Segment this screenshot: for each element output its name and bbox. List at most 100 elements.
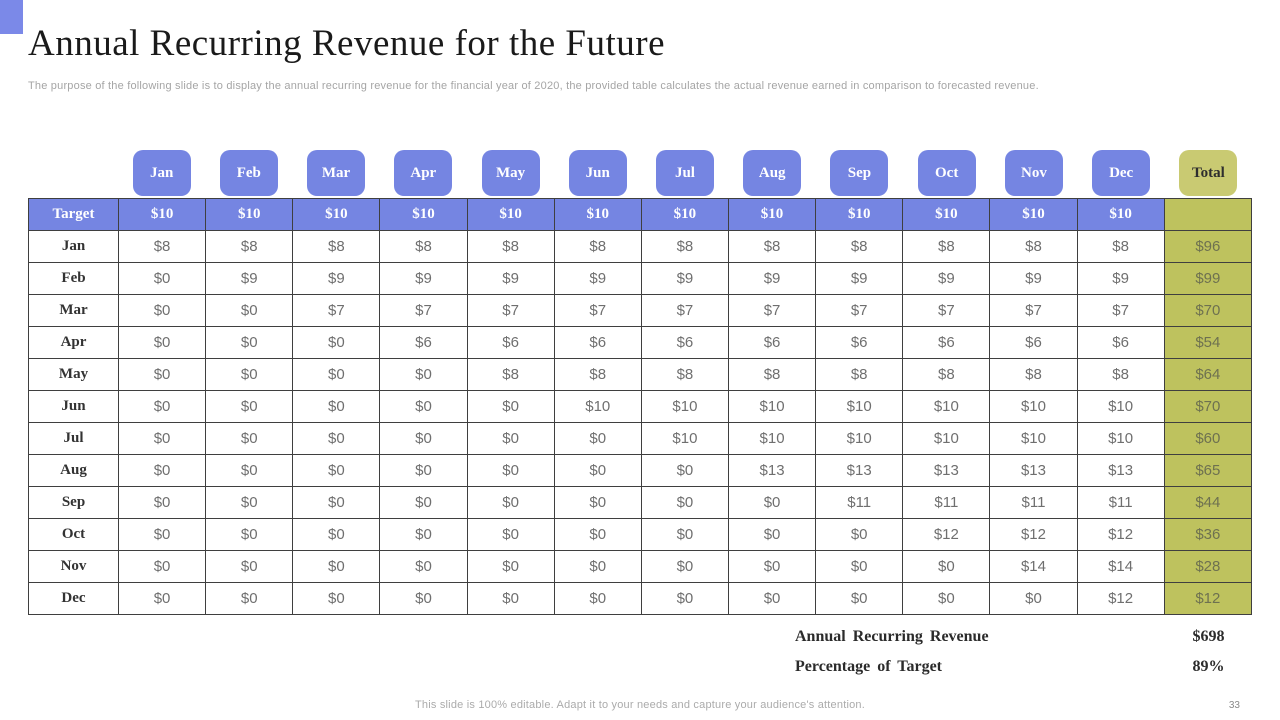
footer-note: This slide is 100% editable. Adapt it to… xyxy=(415,699,865,711)
revenue-cell: $10 xyxy=(989,390,1078,423)
revenue-cell: $0 xyxy=(466,422,555,455)
revenue-cell: $11 xyxy=(815,486,904,519)
row-total-cell: $65 xyxy=(1163,454,1253,487)
revenue-cell: $9 xyxy=(292,262,381,295)
month-tab-cell: Jun xyxy=(554,150,641,196)
month-tab-apr: Apr xyxy=(394,150,453,196)
revenue-cell: $0 xyxy=(640,550,729,583)
row-total-cell: $60 xyxy=(1163,422,1253,455)
revenue-row-sep: Sep $0 $0 $0 $0 $0 $0 $0 $0 $11 $11 $11 $11 $44 xyxy=(28,486,1253,519)
revenue-cell: $0 xyxy=(292,326,381,359)
target-value-cell: $10 xyxy=(1076,198,1165,231)
revenue-cell: $0 xyxy=(292,582,381,615)
revenue-cell: $0 xyxy=(553,422,642,455)
revenue-cell: $8 xyxy=(640,358,729,391)
revenue-cell: $8 xyxy=(989,230,1078,263)
revenue-cell: $11 xyxy=(1076,486,1165,519)
revenue-cell: $10 xyxy=(727,390,817,423)
month-tab-cell: May xyxy=(467,150,554,196)
month-tab-cell: Apr xyxy=(380,150,467,196)
target-value-cell: $10 xyxy=(902,198,991,231)
month-tab-aug: Aug xyxy=(743,150,802,196)
revenue-cell: $9 xyxy=(815,262,904,295)
revenue-cell: $0 xyxy=(466,390,555,423)
row-total-cell: $64 xyxy=(1163,358,1253,391)
corner-accent-square xyxy=(0,0,23,34)
revenue-cell: $10 xyxy=(727,422,817,455)
month-tab-cell: Nov xyxy=(990,150,1077,196)
revenue-row-feb: Feb $0 $9 $9 $9 $9 $9 $9 $9 $9 $9 $9 $9 $99 xyxy=(28,262,1253,295)
revenue-cell: $0 xyxy=(379,422,468,455)
revenue-cell: $8 xyxy=(902,358,991,391)
revenue-row-apr: Apr $0 $0 $0 $6 $6 $6 $6 $6 $6 $6 $6 $6 $54 xyxy=(28,326,1253,359)
revenue-cell: $13 xyxy=(989,454,1078,487)
revenue-row-nov: Nov $0 $0 $0 $0 $0 $0 $0 $0 $0 $0 $14 $14 $28 xyxy=(28,550,1253,583)
revenue-table-body: Target $10 $10 $10 $10 $10 $10 $10 $10 $10 $10 $10 $… xyxy=(28,198,1253,615)
row-total-cell: $70 xyxy=(1163,294,1253,327)
revenue-cell: $6 xyxy=(1076,326,1165,359)
revenue-row-oct: Oct $0 $0 $0 $0 $0 $0 $0 $0 $0 $12 $12 $12 $36 xyxy=(28,518,1253,551)
revenue-cell: $11 xyxy=(989,486,1078,519)
row-total-cell: $54 xyxy=(1163,326,1253,359)
revenue-cell: $9 xyxy=(553,262,642,295)
revenue-cell: $0 xyxy=(553,454,642,487)
revenue-cell: $6 xyxy=(379,326,468,359)
page-number: 33 xyxy=(1228,700,1240,711)
month-tab-cell: Sep xyxy=(816,150,903,196)
revenue-cell: $13 xyxy=(727,454,817,487)
row-total-cell: $28 xyxy=(1163,550,1253,583)
revenue-cell: $0 xyxy=(815,582,904,615)
revenue-cell: $8 xyxy=(379,230,468,263)
revenue-cell: $0 xyxy=(727,486,817,519)
month-tab-jan: Jan xyxy=(132,150,191,196)
revenue-cell: $8 xyxy=(815,230,904,263)
row-label-jan: Jan xyxy=(28,230,119,263)
revenue-row-mar: Mar $0 $0 $7 $7 $7 $7 $7 $7 $7 $7 $7 $7 $70 xyxy=(28,294,1253,327)
revenue-cell: $9 xyxy=(379,262,468,295)
revenue-cell: $12 xyxy=(902,518,991,551)
row-label-oct: Oct xyxy=(28,518,119,551)
revenue-cell: $0 xyxy=(205,358,294,391)
revenue-cell: $10 xyxy=(815,422,904,455)
revenue-cell: $6 xyxy=(902,326,991,359)
revenue-cell: $8 xyxy=(466,230,555,263)
page-subtitle: The purpose of the following slide is to… xyxy=(28,80,1039,92)
revenue-cell: $9 xyxy=(902,262,991,295)
revenue-cell: $10 xyxy=(640,390,729,423)
revenue-cell: $9 xyxy=(640,262,729,295)
annual-recurring-revenue-row: Annual Recurring Revenue $698 xyxy=(28,622,1252,652)
revenue-row-jun: Jun $0 $0 $0 $0 $0 $10 $10 $10 $10 $10 $10 $10 $70 xyxy=(28,390,1253,423)
revenue-cell: $0 xyxy=(292,422,381,455)
row-total-cell: $12 xyxy=(1163,582,1253,615)
month-tab-jun: Jun xyxy=(568,150,627,196)
row-label-sep: Sep xyxy=(28,486,119,519)
revenue-cell: $0 xyxy=(292,486,381,519)
revenue-cell: $0 xyxy=(117,326,207,359)
row-total-cell: $36 xyxy=(1163,518,1253,551)
revenue-cell: $8 xyxy=(553,358,642,391)
revenue-cell: $13 xyxy=(815,454,904,487)
revenue-cell: $0 xyxy=(379,582,468,615)
target-value-cell: $10 xyxy=(553,198,642,231)
revenue-cell: $0 xyxy=(466,550,555,583)
month-tab-cell: Dec xyxy=(1078,150,1165,196)
revenue-cell: $0 xyxy=(379,390,468,423)
revenue-cell: $7 xyxy=(292,294,381,327)
revenue-cell: $8 xyxy=(205,230,294,263)
revenue-cell: $0 xyxy=(292,358,381,391)
percentage-of-target-value: 89% xyxy=(1192,658,1225,675)
revenue-row-may: May $0 $0 $0 $0 $8 $8 $8 $8 $8 $8 $8 $8 $64 xyxy=(28,358,1253,391)
month-tab-mar: Mar xyxy=(307,150,366,196)
total-tab-cell: Total xyxy=(1165,150,1252,196)
month-tab-sep: Sep xyxy=(830,150,889,196)
revenue-cell: $0 xyxy=(205,518,294,551)
revenue-cell: $7 xyxy=(727,294,817,327)
revenue-cell: $0 xyxy=(902,550,991,583)
revenue-cell: $10 xyxy=(553,390,642,423)
revenue-cell: $0 xyxy=(205,294,294,327)
revenue-cell: $0 xyxy=(727,550,817,583)
revenue-cell: $8 xyxy=(727,358,817,391)
revenue-cell: $9 xyxy=(1076,262,1165,295)
row-label-mar: Mar xyxy=(28,294,119,327)
revenue-cell: $6 xyxy=(727,326,817,359)
